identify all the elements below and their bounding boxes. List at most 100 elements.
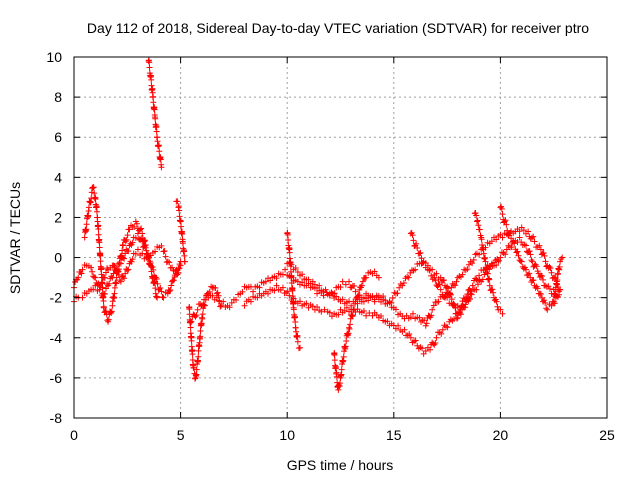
- data-point: [328, 290, 335, 297]
- data-point: [473, 276, 480, 283]
- data-point: [125, 266, 132, 273]
- data-point: [548, 269, 555, 276]
- data-point: [508, 244, 515, 251]
- data-point: [209, 292, 216, 299]
- data-point: [419, 345, 426, 352]
- data-point: [537, 272, 544, 279]
- data-point: [120, 242, 127, 249]
- data-point: [412, 337, 419, 344]
- data-point: [85, 204, 92, 211]
- data-point: [554, 270, 561, 277]
- data-point: [473, 218, 480, 225]
- data-point: [125, 248, 132, 255]
- plot-frame: [73, 56, 608, 419]
- data-point: [333, 293, 340, 300]
- data-point: [93, 208, 100, 215]
- data-point: [100, 304, 107, 311]
- data-point: [337, 380, 344, 387]
- data-point: [186, 306, 193, 313]
- data-point: [410, 237, 417, 244]
- data-point: [75, 274, 82, 281]
- data-point: [559, 254, 566, 261]
- data-point: [146, 59, 153, 66]
- data-point: [445, 285, 452, 292]
- y-tick-label: -8: [50, 410, 63, 426]
- data-point: [309, 303, 316, 310]
- data-point: [296, 298, 303, 305]
- data-point: [311, 281, 318, 288]
- data-point: [550, 298, 557, 305]
- data-point: [494, 303, 501, 310]
- data-point: [407, 334, 414, 341]
- data-point: [115, 266, 122, 273]
- data-point: [156, 148, 163, 155]
- data-point: [541, 252, 548, 259]
- data-point: [105, 316, 112, 323]
- data-point: [473, 212, 480, 219]
- data-point: [151, 106, 158, 113]
- data-point: [120, 273, 127, 280]
- data-point: [493, 262, 500, 269]
- data-point: [199, 311, 206, 318]
- data-point: [285, 237, 292, 244]
- data-point: [484, 265, 491, 272]
- data-point: [113, 274, 120, 281]
- data-point: [322, 286, 329, 293]
- data-point: [540, 276, 547, 283]
- data-point: [414, 244, 421, 251]
- x-tick-label: 0: [70, 427, 78, 443]
- data-point: [97, 258, 104, 265]
- y-tick-label: -4: [50, 330, 63, 346]
- data-point: [166, 259, 173, 266]
- data-point: [530, 233, 537, 240]
- data-point: [337, 284, 344, 291]
- data-point: [486, 276, 493, 283]
- data-point: [462, 304, 469, 311]
- data-point: [351, 283, 358, 290]
- data-point: [348, 311, 355, 318]
- data-point: [181, 252, 188, 259]
- data-point: [408, 267, 415, 274]
- data-point: [289, 293, 296, 300]
- data-point: [457, 311, 464, 318]
- data-point: [318, 308, 325, 315]
- data-point: [89, 268, 96, 275]
- data-point: [141, 237, 148, 244]
- data-point: [543, 305, 550, 312]
- data-point: [83, 226, 90, 233]
- data-point: [341, 307, 348, 314]
- data-point: [119, 247, 126, 254]
- data-point: [456, 273, 463, 280]
- data-point: [129, 256, 136, 263]
- data-point: [158, 288, 165, 295]
- data-point: [538, 273, 545, 280]
- data-point: [91, 195, 98, 202]
- data-point: [343, 338, 350, 345]
- data-point: [88, 264, 95, 271]
- data-point: [413, 240, 420, 247]
- y-tick-label: -2: [50, 290, 63, 306]
- data-point: [476, 251, 483, 258]
- data-point: [454, 274, 461, 281]
- data-point: [497, 306, 504, 313]
- data-point: [191, 375, 198, 382]
- data-point: [363, 274, 370, 281]
- y-tick-label: 10: [46, 49, 62, 65]
- data-point: [90, 286, 97, 293]
- data-point: [284, 288, 291, 295]
- data-point: [424, 262, 431, 269]
- data-point: [239, 288, 246, 295]
- data-point: [189, 351, 196, 358]
- data-point: [373, 292, 380, 299]
- data-point: [388, 299, 395, 306]
- data-point: [331, 357, 338, 364]
- data-point: [511, 240, 518, 247]
- data-point: [452, 304, 459, 311]
- data-point: [215, 297, 222, 304]
- data-point: [188, 337, 195, 344]
- data-point: [407, 314, 414, 321]
- data-point: [139, 230, 146, 237]
- data-point: [466, 295, 473, 302]
- data-point: [321, 306, 328, 313]
